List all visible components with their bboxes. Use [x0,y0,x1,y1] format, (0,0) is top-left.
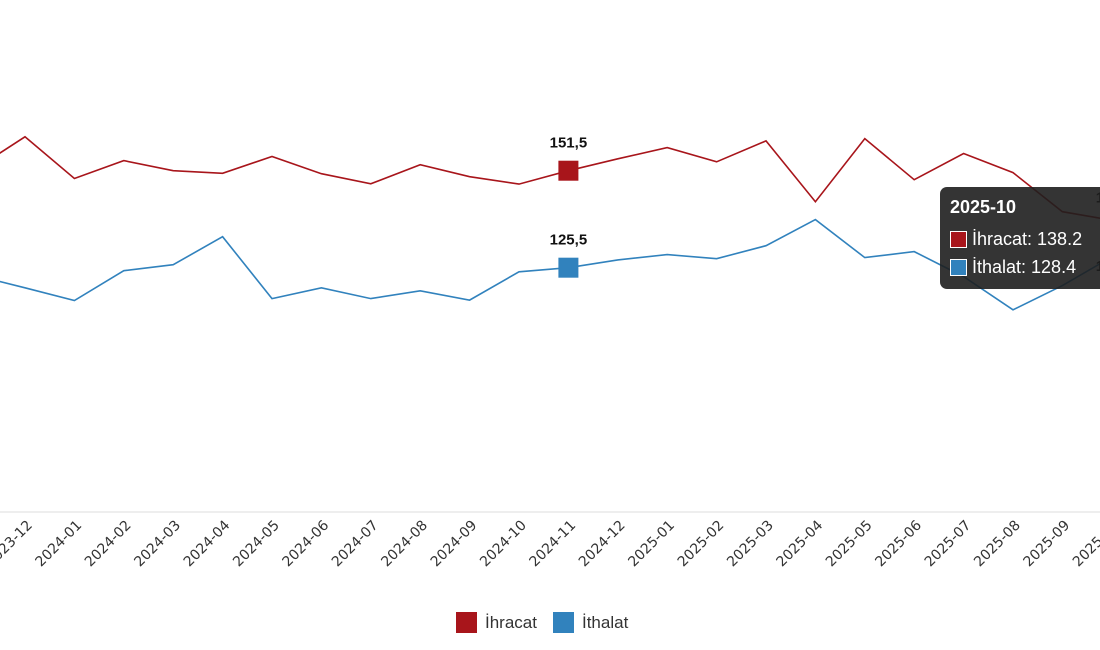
ihracat-swatch [950,231,967,248]
series-line-ihracat [0,135,1100,220]
data-point[interactable] [809,214,821,226]
data-point[interactable] [958,148,970,160]
data-point[interactable] [365,178,377,190]
x-tick-label: 2024-06 [280,517,333,570]
data-point[interactable] [68,173,80,185]
data-point[interactable] [612,153,624,165]
x-tick-label: 2024-04 [181,517,234,570]
legend: İhracat İthalat [456,612,644,633]
data-point[interactable] [809,196,821,208]
x-tick-label: 2025-03 [724,518,777,571]
x-tick-label: 2025-09 [1021,518,1074,571]
tooltip-row-ithalat: İthalat: 128.4 [950,257,1076,278]
x-tick-label: 2025-06 [872,517,925,570]
data-point[interactable] [513,178,525,190]
ithalat-swatch [950,259,967,276]
legend-swatch-ihracat [456,612,477,633]
x-tick-label: 2024-08 [378,518,431,571]
x-tick-label: 2025-05 [823,518,876,571]
x-tick-label: 2025-01 [625,518,678,571]
x-tick-label: 2024-10 [477,518,530,571]
data-point[interactable] [68,295,80,307]
data-point[interactable] [315,168,327,180]
x-tick-label: 2025-10 [1070,518,1100,571]
x-tick-label: 2025-07 [922,518,975,571]
x-tick-label: 2023-12 [0,518,36,571]
legend-item-ihracat[interactable]: İhracat [456,612,537,633]
legend-label-ithalat: İthalat [581,612,629,632]
data-point[interactable] [760,135,772,147]
data-point[interactable] [859,133,871,145]
data-point[interactable] [661,249,673,261]
tooltip-row-ihracat: İhracat: 138.2 [950,229,1082,250]
data-point[interactable] [118,265,130,277]
data-point[interactable] [414,285,426,297]
data-point[interactable] [513,266,525,278]
tooltip-title: 2025-10 [950,197,1017,217]
data-point[interactable] [1007,304,1019,316]
data-point[interactable] [217,231,229,243]
data-point[interactable] [661,142,673,154]
data-point[interactable] [612,254,624,266]
x-tick-label: 2025-02 [675,518,728,571]
tooltip-ihracat-value: İhracat: 138.2 [972,229,1083,249]
data-point[interactable] [464,294,476,306]
x-tick-label: 2025-04 [774,517,827,570]
x-tick-label: 2024-12 [576,518,629,571]
x-tick-label: 2024-05 [230,518,283,571]
x-tick-label: 2024-09 [428,518,481,571]
legend-swatch-ithalat [552,612,574,633]
data-point[interactable] [365,293,377,305]
x-tick-label: 2024-11 [527,518,580,571]
data-point[interactable] [1007,167,1019,179]
x-tick-label: 2024-01 [33,518,86,571]
data-point[interactable] [908,246,920,258]
series-line-ithalat [0,218,1100,311]
data-label: 151,5 [550,135,588,152]
data-point[interactable] [464,171,476,183]
tooltip: 2025-10 İhracat: 138.2 İthalat: 128.4 [940,187,1100,289]
data-label: 125,5 [550,232,588,249]
highlight-marker[interactable] [558,160,579,181]
data-point[interactable] [266,151,278,163]
data-point[interactable] [315,282,327,294]
data-point[interactable] [118,155,130,167]
tooltip-ithalat-value: İthalat: 128.4 [972,257,1077,277]
data-point[interactable] [167,165,179,177]
data-point[interactable] [266,293,278,305]
data-point[interactable] [19,131,31,143]
legend-item-ithalat[interactable]: İthalat [552,612,629,633]
data-point[interactable] [859,252,871,264]
data-point[interactable] [19,282,31,294]
data-point[interactable] [711,156,723,168]
data-point[interactable] [167,259,179,271]
data-point[interactable] [908,174,920,186]
data-point[interactable] [414,159,426,171]
data-point[interactable] [711,253,723,265]
highlight-marker[interactable] [558,257,579,278]
data-point[interactable] [217,167,229,179]
x-tick-label: 2024-07 [329,518,382,571]
legend-label-ihracat: İhracat [485,612,537,632]
x-tick-label: 2025-08 [971,518,1024,571]
x-tick-label: 2024-02 [82,518,135,571]
data-point[interactable] [760,240,772,252]
x-tick-label: 2024-03 [131,518,184,571]
